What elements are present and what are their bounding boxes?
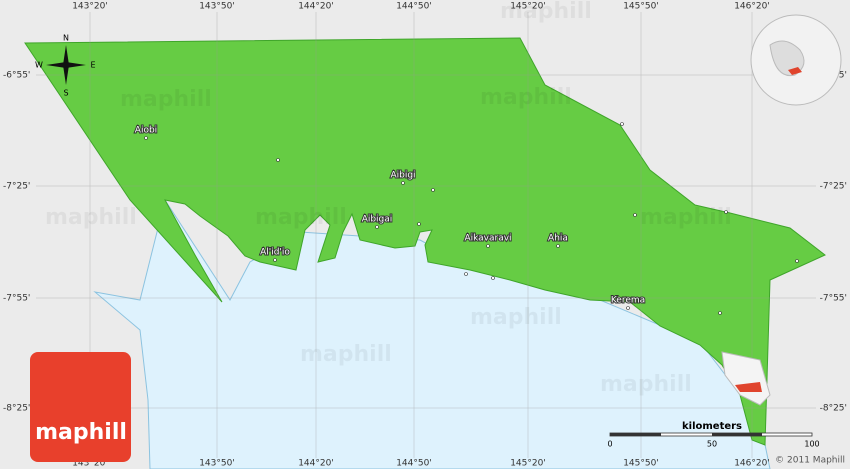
place-dot bbox=[486, 244, 490, 248]
compass-n: N bbox=[63, 34, 69, 43]
scale-bar: kilometers bbox=[609, 421, 813, 437]
lon-label-top: 146°20' bbox=[734, 2, 770, 12]
place-label: Kerema bbox=[611, 296, 645, 306]
lat-label-right: -8°25' bbox=[820, 404, 847, 414]
lat-label-left: -6°55' bbox=[3, 71, 30, 81]
inset bbox=[721, 351, 771, 406]
region bbox=[24, 37, 826, 446]
watermark: maphill bbox=[45, 205, 137, 230]
watermark: maphill bbox=[500, 0, 592, 24]
place-dot bbox=[556, 244, 560, 248]
minor-place-dot bbox=[724, 210, 728, 214]
minor-place-dot bbox=[417, 222, 421, 226]
lon-label-bottom: 146°20' bbox=[734, 459, 770, 469]
place-label: Al'id'io bbox=[260, 248, 290, 258]
place-label: Aibigai bbox=[362, 215, 393, 225]
lon-label-top: 144°20' bbox=[298, 2, 334, 12]
place-label: Ahia bbox=[548, 234, 568, 244]
lat-label-left: -8°25' bbox=[3, 404, 30, 414]
compass: N S W E bbox=[35, 34, 95, 98]
logo-box bbox=[30, 352, 131, 462]
place-label: Aiobi bbox=[135, 126, 157, 136]
copyright: © 2011 Maphill bbox=[775, 456, 845, 466]
lon-label-top: 143°50' bbox=[199, 2, 235, 12]
compass-w: W bbox=[35, 61, 43, 70]
minor-place-dot bbox=[464, 272, 468, 276]
lon-label-bottom: 145°50' bbox=[623, 459, 659, 469]
lat-label-right: -7°55' bbox=[820, 294, 847, 304]
place-dot bbox=[401, 181, 405, 185]
watermark: maphill bbox=[470, 305, 562, 330]
scale-title: kilometers bbox=[682, 421, 742, 432]
lon-label-bottom: 145°20' bbox=[510, 459, 546, 469]
watermark: maphill bbox=[300, 342, 392, 367]
lon-label-top: 143°20' bbox=[72, 2, 108, 12]
lon-label-bottom: 143°50' bbox=[199, 459, 235, 469]
minor-place-dot bbox=[795, 259, 799, 263]
compass-e: E bbox=[90, 61, 95, 70]
place-dot bbox=[144, 136, 148, 140]
minor-place-dot bbox=[276, 158, 280, 162]
compass-s: S bbox=[63, 89, 68, 98]
lon-label-top: 145°20' bbox=[510, 2, 546, 12]
watermark: maphill bbox=[600, 372, 692, 397]
minor-place-dot bbox=[431, 188, 435, 192]
minor-place-dot bbox=[633, 213, 637, 217]
lat-label-left: -7°55' bbox=[3, 294, 30, 304]
scale-tick-label: 100 bbox=[804, 440, 819, 449]
watermark: maphill bbox=[255, 205, 347, 230]
lat-label-left: -7°25' bbox=[3, 182, 30, 192]
watermark: maphill bbox=[640, 205, 732, 230]
minor-place-dot bbox=[491, 276, 495, 280]
labels: 143°20' 143°20' 143°50' 143°50' 144°20' 144°2… bbox=[3, 0, 847, 469]
logo: maphill bbox=[35, 420, 127, 445]
lon-label-bottom: 144°20' bbox=[298, 459, 334, 469]
scale-tick-label: 50 bbox=[707, 440, 717, 449]
lat-label-right: -7°25' bbox=[820, 182, 847, 192]
place-dot bbox=[273, 258, 277, 262]
minor-place-dot bbox=[620, 122, 624, 126]
lon-label-bottom: 143°20' bbox=[72, 459, 108, 469]
globe bbox=[750, 14, 842, 106]
watermark: maphill bbox=[480, 85, 572, 110]
place-dot bbox=[375, 225, 379, 229]
scale-tick-label: 0 bbox=[607, 440, 612, 449]
minor-place-dot bbox=[718, 311, 722, 315]
lon-label-top: 145°50' bbox=[623, 2, 659, 12]
lon-label-top: 144°50' bbox=[396, 2, 432, 12]
place-dot bbox=[626, 306, 630, 310]
watermark: maphill bbox=[120, 87, 212, 112]
place-label: Aikavaravi bbox=[464, 234, 511, 244]
place-label: Aibigi bbox=[390, 171, 415, 181]
lon-label-bottom: 144°50' bbox=[396, 459, 432, 469]
